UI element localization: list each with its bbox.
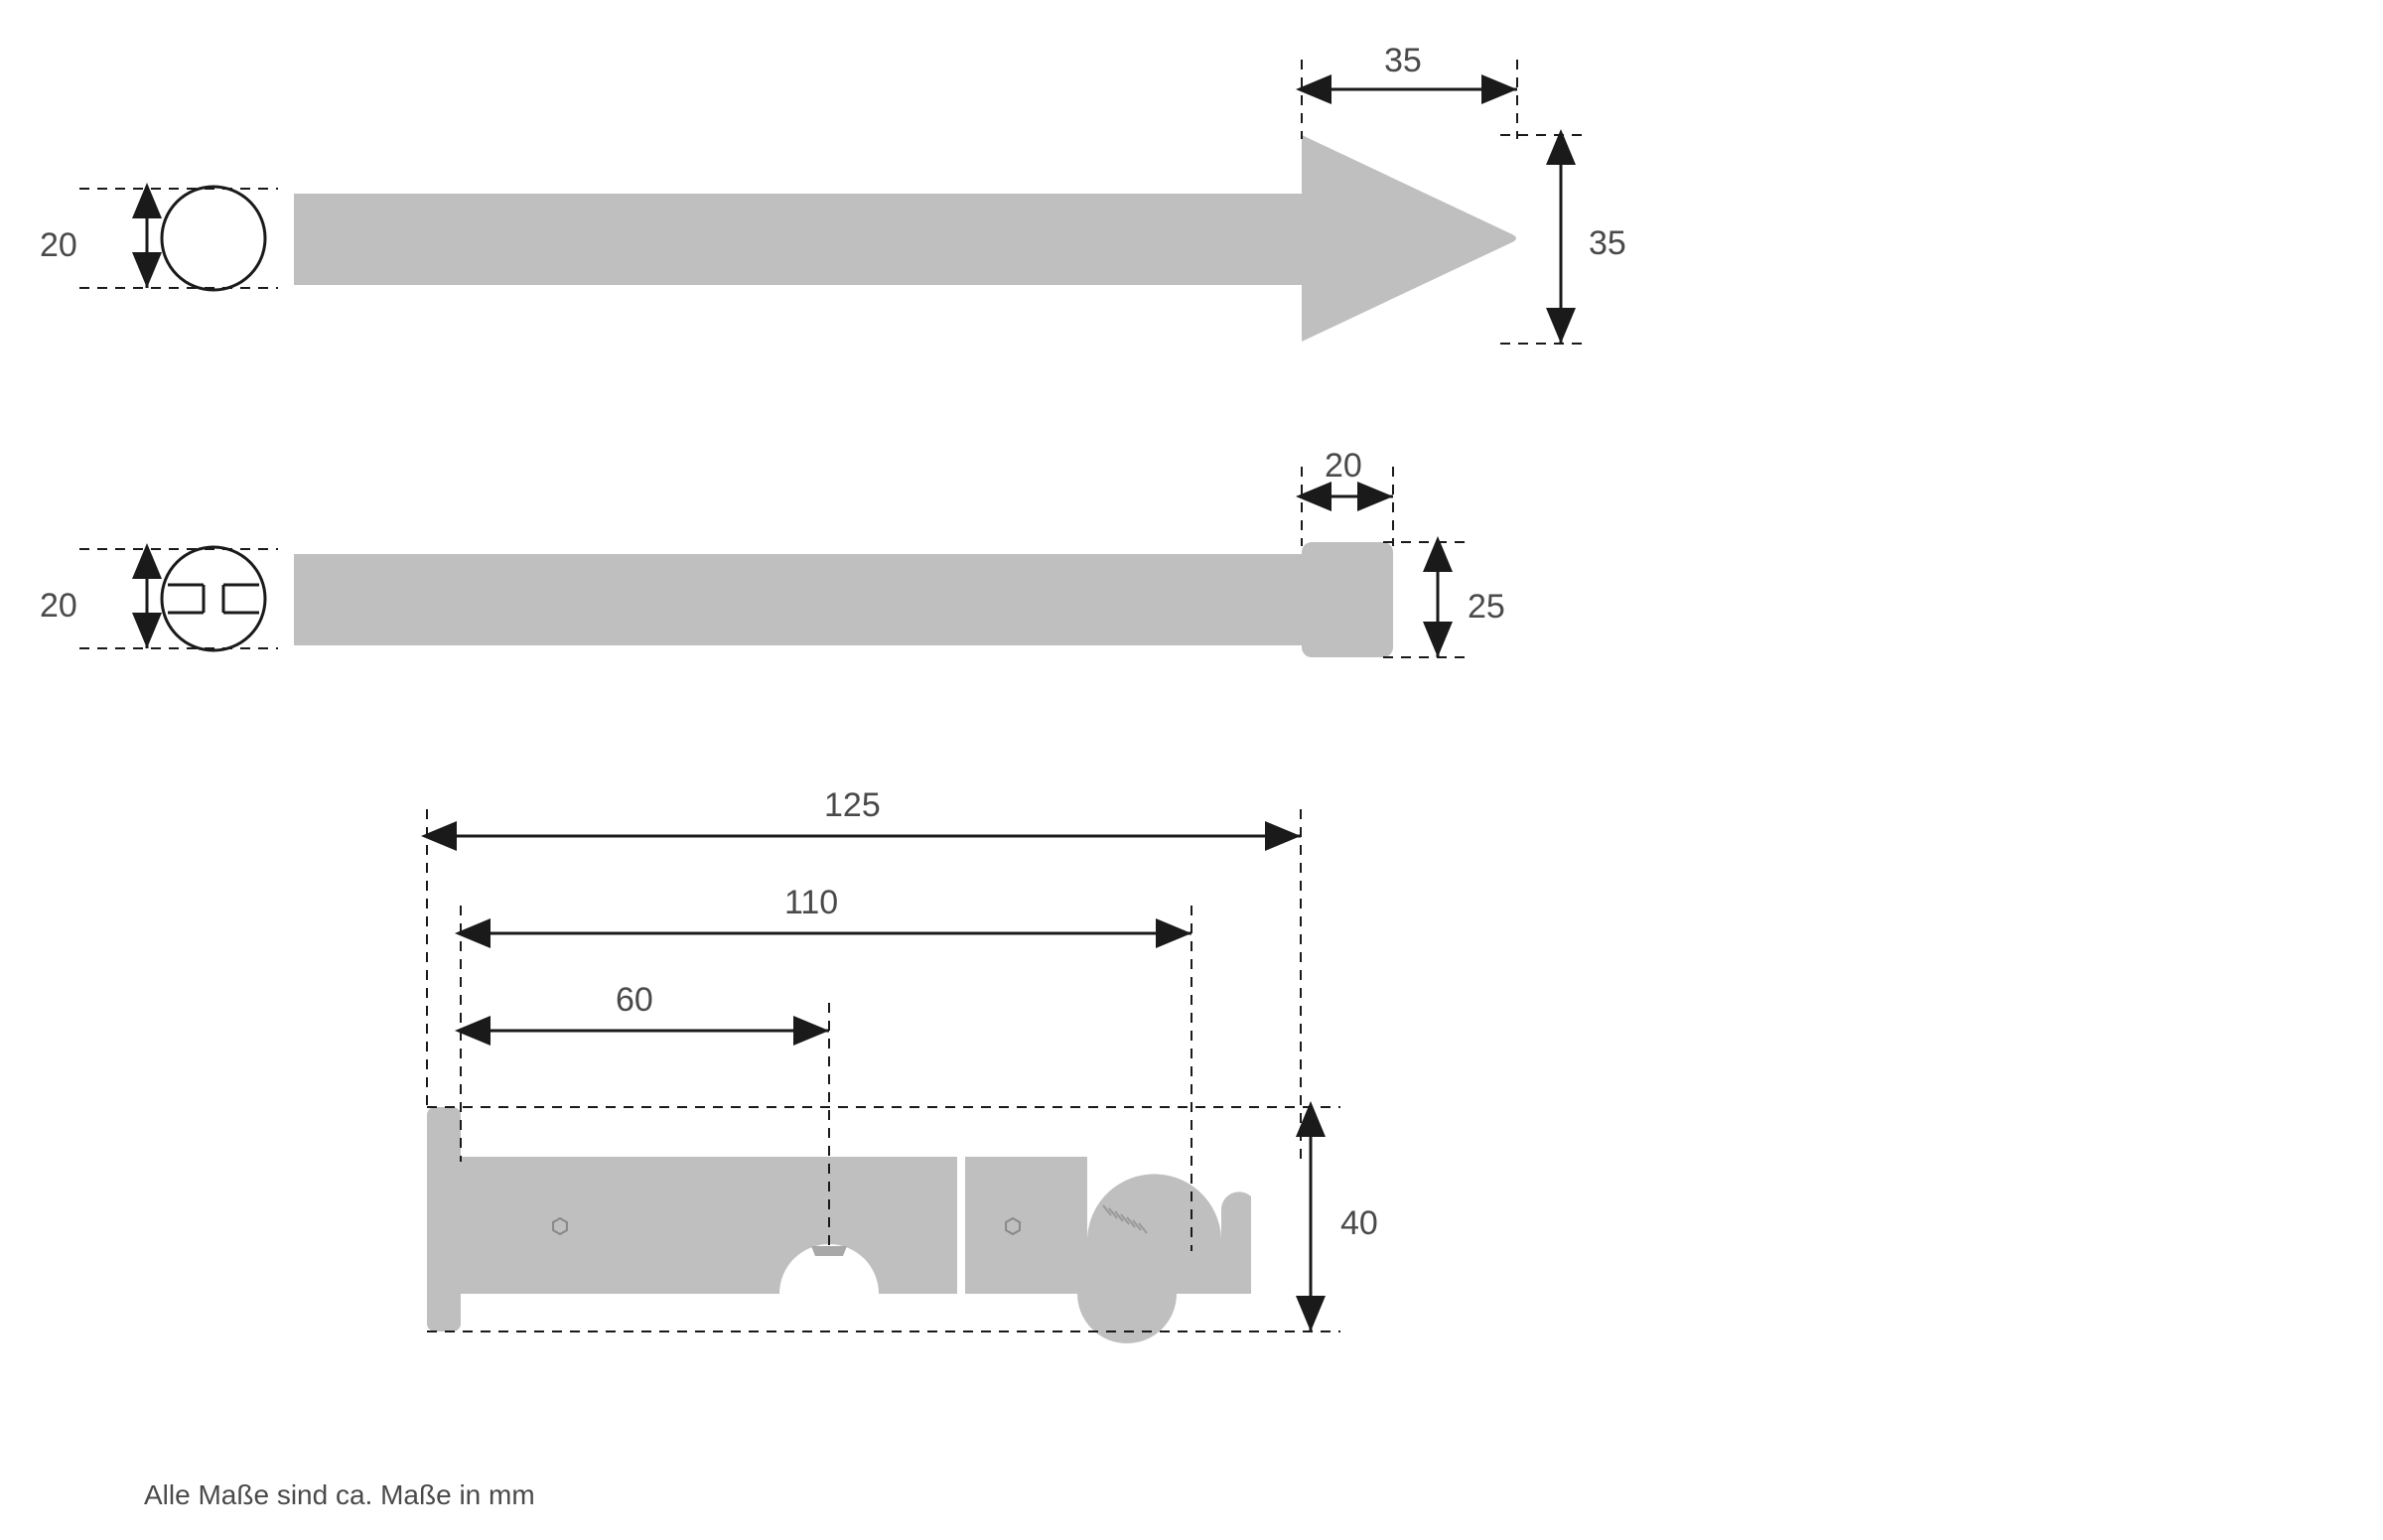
dim-rod1-finial-width: 35: [1384, 42, 1422, 80]
dim-bracket-60: 60: [616, 981, 653, 1020]
drawing-svg: [0, 0, 2383, 1540]
technical-drawing: 20 35 35 20 20 25 125 110 60 40 Alle Maße sind ca.…: [0, 0, 2383, 1540]
dim-rod1-diameter: 20: [40, 226, 77, 265]
dim-rod2-diameter: 20: [40, 587, 77, 626]
dim-bracket-125: 125: [824, 786, 881, 825]
dim-rod2-cap-height: 25: [1468, 588, 1505, 627]
dim-bracket-110: 110: [784, 884, 838, 922]
dim-rod2-cap-width: 20: [1325, 447, 1362, 486]
dim-rod1-finial-height: 35: [1589, 224, 1626, 263]
dim-bracket-40: 40: [1340, 1204, 1378, 1243]
footnote: Alle Maße sind ca. Maße in mm: [144, 1479, 535, 1511]
